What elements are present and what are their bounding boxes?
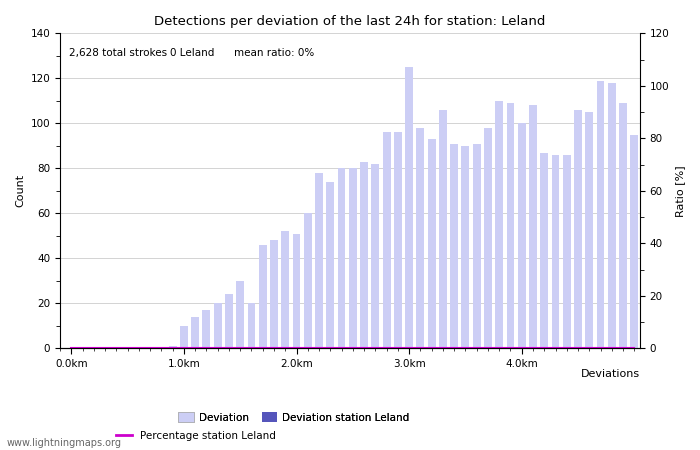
Text: 2,628 total strokes: 2,628 total strokes [69,48,167,58]
Bar [214,303,222,348]
Bar [631,135,638,348]
Bar [315,173,323,348]
Bar [596,81,605,348]
Bar [428,139,435,348]
Bar [180,326,188,348]
Text: www.lightningmaps.org: www.lightningmaps.org [7,438,122,448]
Bar [619,103,627,348]
Text: 0 Leland: 0 Leland [170,48,215,58]
Bar [349,168,357,348]
Bar [293,234,300,348]
Text: mean ratio: 0%: mean ratio: 0% [234,48,314,58]
Bar [337,168,346,348]
Bar [304,213,312,348]
Bar [529,105,537,348]
Bar [439,110,447,348]
Bar [574,110,582,348]
Bar [552,155,559,348]
Bar [450,144,458,348]
Legend: Percentage station Leland: Percentage station Leland [112,426,280,445]
Bar [225,294,233,348]
Bar [360,162,368,348]
Legend: Deviation, Deviation station Leland: Deviation, Deviation station Leland [174,408,414,427]
Bar [202,310,211,348]
Text: Deviations: Deviations [581,369,640,379]
Bar [518,123,526,348]
Bar [259,245,267,348]
Bar [372,164,379,348]
Bar [473,144,481,348]
Bar [270,240,278,348]
Bar [405,67,413,348]
Bar [540,153,548,348]
Bar [326,182,334,348]
Title: Detections per deviation of the last 24h for station: Leland: Detections per deviation of the last 24h… [154,15,546,28]
Bar [608,83,616,348]
Bar [169,346,176,348]
Bar [394,132,402,348]
Bar [416,128,424,348]
Bar [484,128,492,348]
Y-axis label: Count: Count [15,174,25,207]
Bar [461,146,470,348]
Bar [507,103,514,348]
Bar [496,101,503,348]
Bar [563,155,570,348]
Bar [281,231,289,348]
Bar [248,303,256,348]
Bar [383,132,391,348]
Y-axis label: Ratio [%]: Ratio [%] [675,165,685,217]
Bar [237,281,244,348]
Bar [191,317,199,348]
Bar [585,112,593,348]
